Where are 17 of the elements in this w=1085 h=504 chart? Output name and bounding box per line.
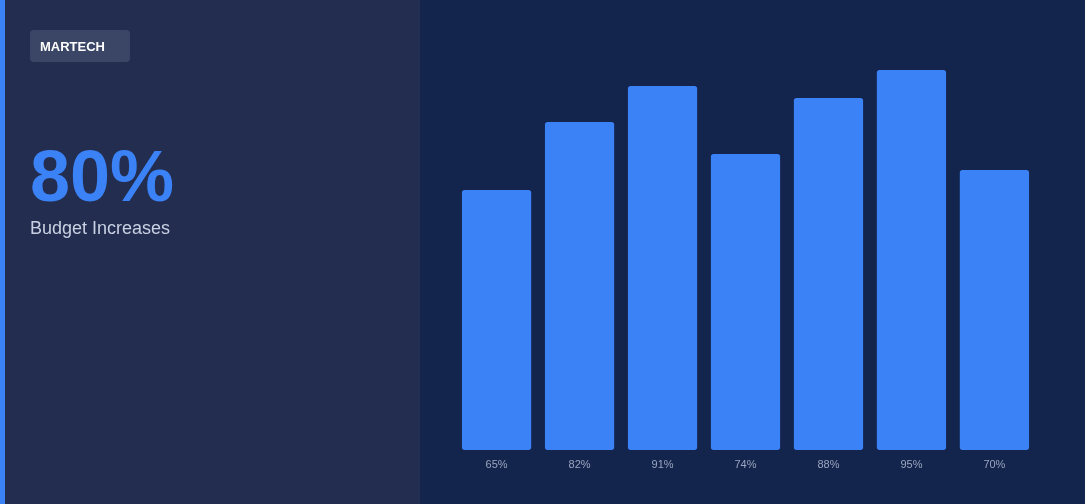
data-label: 91% [651, 458, 674, 470]
text: 80% [30, 136, 175, 216]
data-label: 74% [734, 458, 757, 470]
bar [959, 170, 1030, 450]
bar [793, 98, 864, 450]
data-label: 88% [817, 458, 840, 470]
data-label: 70% [983, 458, 1006, 470]
data-label: 95% [900, 458, 923, 470]
data-label: 82% [568, 458, 591, 470]
bar [876, 70, 947, 450]
bar [461, 190, 532, 450]
bar [627, 86, 698, 450]
bar [710, 154, 781, 450]
text: MARTECH [30, 30, 130, 62]
bar [544, 122, 615, 450]
data-label: 65% [485, 458, 508, 470]
text: Budget Increases [30, 218, 171, 239]
